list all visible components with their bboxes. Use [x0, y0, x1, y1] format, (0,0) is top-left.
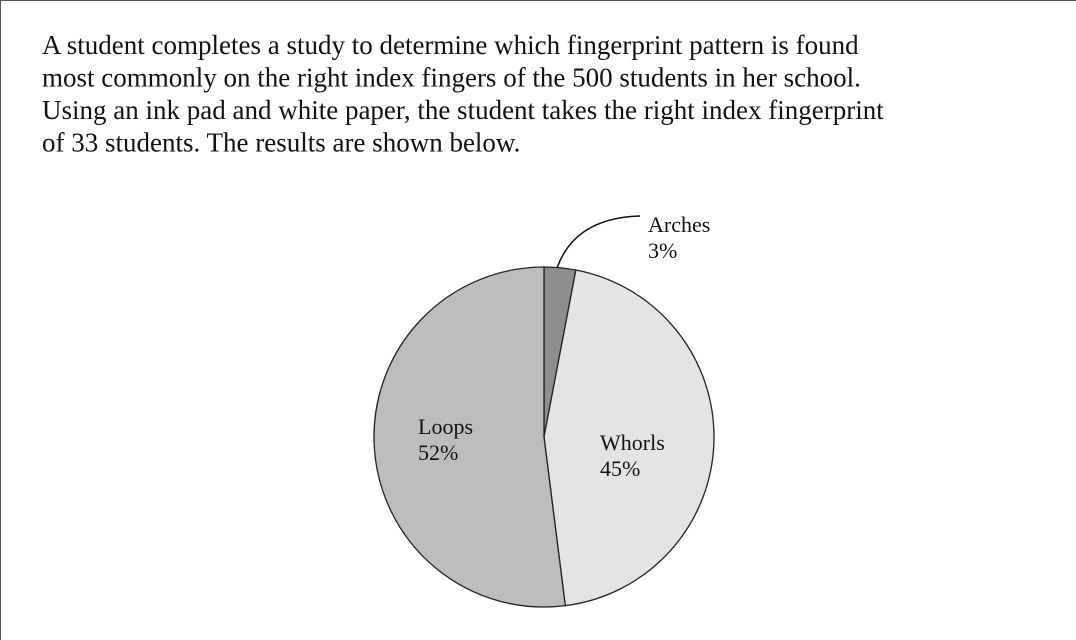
text-line: A student completes a study to determine…	[42, 30, 859, 60]
pie-slice	[373, 266, 567, 608]
slice-value-label: 52%	[418, 440, 458, 465]
text-line: most commonly on the right index fingers…	[42, 63, 861, 93]
pie-slice	[543, 269, 715, 607]
slice-label: Arches	[648, 212, 710, 237]
slice-label: Whorls	[600, 430, 665, 455]
slice-label: Loops	[418, 414, 473, 439]
slice-value-label: 3%	[648, 238, 677, 263]
slice-value-label: 45%	[600, 456, 640, 481]
question-text: A student completes a study to determine…	[42, 30, 884, 158]
text-line: Using an ink pad and white paper, the st…	[42, 95, 884, 125]
text-line: of 33 students. The results are shown be…	[42, 128, 520, 158]
leader-line	[556, 215, 641, 269]
